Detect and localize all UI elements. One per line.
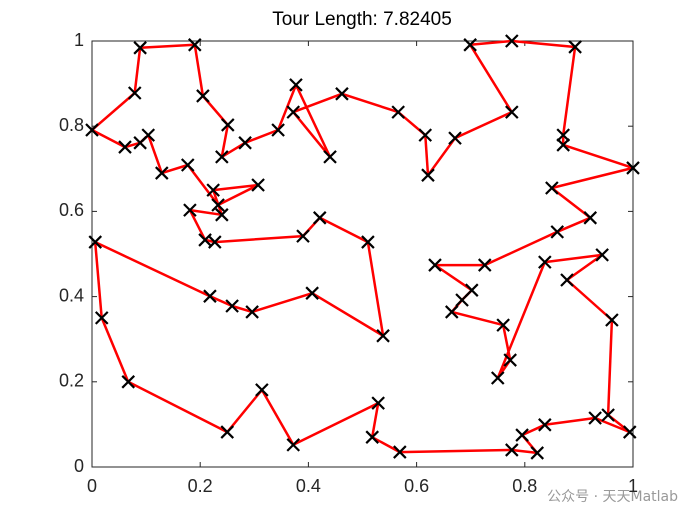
city-marker [428,258,442,272]
city-marker [496,318,510,332]
city-marker [198,233,212,247]
city-marker [455,293,469,307]
city-marker [289,78,303,92]
city-marker [133,136,147,150]
city-marker [605,313,619,327]
city-marker [444,305,459,319]
watermark: 公众号 · 天天Matlab [547,489,678,505]
city-marker [550,225,565,239]
city-marker [622,425,637,439]
city-marker [361,235,375,249]
city-marker [215,150,229,164]
x-tick-label: 1 [628,476,638,496]
city-marker [188,38,202,52]
city-marker [505,105,519,119]
y-tick-label: 0.2 [59,371,84,391]
city-marker [448,131,462,145]
city-marker [626,161,640,175]
city-marker [335,87,349,101]
x-tick-label: 0.4 [296,476,321,496]
city-marker [155,166,169,180]
city-marker [477,258,492,272]
city-marker [505,443,519,457]
city-marker [545,181,559,195]
city-marker [530,446,545,460]
city-marker [505,34,519,48]
city-marker [118,140,132,154]
city-marker [196,89,210,103]
city-marker [418,128,433,142]
city-marker [88,235,103,249]
city-marker [127,86,142,100]
city-marker [121,375,136,389]
tour-line [90,39,635,455]
city-marker [286,438,301,452]
x-tick-label: 0 [87,476,97,496]
city-marker [538,255,552,269]
y-tick-label: 0 [74,456,84,476]
city-marker [238,136,252,150]
city-marker [225,299,239,313]
y-tick-label: 1 [74,30,84,50]
city-marker [588,411,602,425]
city-marker [376,329,390,343]
city-marker [220,425,235,439]
city-marker [271,123,285,137]
city-marker [305,286,319,300]
city-marker [312,211,327,225]
city-marker [503,353,517,367]
city-marker [560,273,574,287]
city-marker [595,248,609,262]
x-tick-label: 0.2 [188,476,213,496]
city-marker [538,418,552,432]
city-marker [255,383,269,397]
city-marker [286,105,301,119]
city-marker [421,168,435,182]
city-marker [391,105,405,119]
city-marker [393,445,407,459]
city-marker [215,208,229,222]
city-marker [323,150,337,164]
city-marker [203,289,217,303]
city-marker [133,41,147,55]
y-tick-label: 0.4 [59,285,84,305]
city-marker [211,198,225,212]
city-marker [463,38,477,52]
city-marker [515,428,529,442]
city-marker [583,211,598,225]
city-marker [556,128,570,142]
y-tick-label: 0.6 [59,200,84,220]
city-marker [85,123,99,137]
city-marker [490,371,505,385]
plot-area [91,40,634,468]
x-tick-label: 0.8 [512,476,537,496]
city-marker [296,229,310,243]
city-marker [183,203,197,217]
city-marker [180,158,195,172]
y-tick-label: 0.8 [59,115,84,135]
city-marker [251,178,265,192]
city-marker [556,138,570,152]
city-marker [94,311,109,325]
city-marker [601,408,615,422]
city-marker [568,40,582,54]
x-tick-label: 0.6 [404,476,429,496]
city-marker [206,183,220,197]
city-marker [365,430,380,444]
city-marker [221,118,235,132]
city-marker [245,305,259,319]
city-marker [371,396,385,410]
chart-title: Tour Length: 7.82405 [272,9,452,30]
